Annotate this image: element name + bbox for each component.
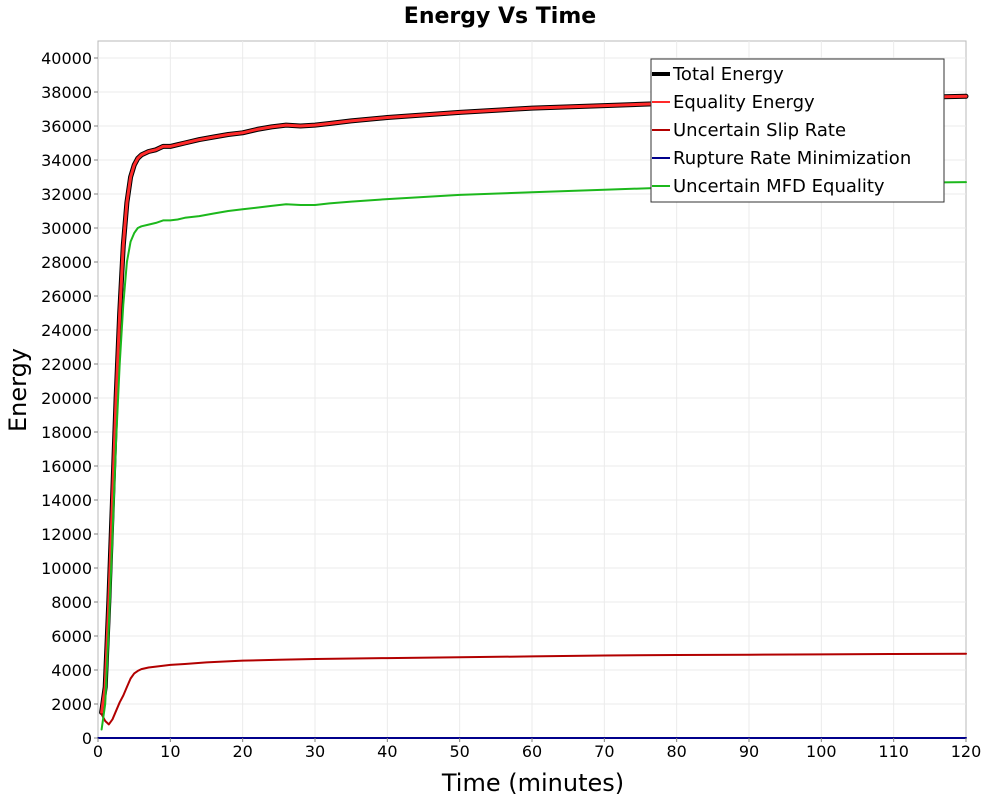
legend-box xyxy=(650,58,945,203)
legend-items: Total Energy Equality Energy Uncertain Sli… xyxy=(652,64,911,197)
legend-label-total-energy: Total Energy xyxy=(672,64,784,85)
legend-label-rupture-rate-minimization: Rupture Rate Minimization xyxy=(673,148,911,169)
y-axis-label: Energy xyxy=(4,348,32,432)
y-tick-label: 30000 xyxy=(41,219,92,238)
y-tick-label: 22000 xyxy=(41,355,92,374)
x-tick-label: 100 xyxy=(806,742,837,761)
x-tick-label: 50 xyxy=(449,742,469,761)
x-tick-label: 10 xyxy=(160,742,180,761)
y-tick-label: 16000 xyxy=(41,457,92,476)
y-tick-label: 10000 xyxy=(41,559,92,578)
y-tick-label: 32000 xyxy=(41,185,92,204)
series-line-uncertain-mfd-equality xyxy=(100,181,967,731)
y-tick-label: 28000 xyxy=(41,253,92,272)
y-tick-label: 38000 xyxy=(41,83,92,102)
series-line-uncertain-slip-rate xyxy=(100,652,967,726)
y-tick-label: 36000 xyxy=(41,117,92,136)
y-tick-label: 18000 xyxy=(41,423,92,442)
series-line-equality-energy xyxy=(100,94,968,714)
y-tick-label: 8000 xyxy=(51,593,92,612)
y-tick-label: 26000 xyxy=(41,287,92,306)
legend-label-equality-energy: Equality Energy xyxy=(673,92,815,113)
y-tick-label: 4000 xyxy=(51,661,92,680)
y-tick-label: 12000 xyxy=(41,525,92,544)
x-tick-label: 90 xyxy=(739,742,759,761)
x-tick-label: 60 xyxy=(522,742,542,761)
x-tick-label: 0 xyxy=(93,742,103,761)
y-tick-label: 40000 xyxy=(41,49,92,68)
y-tick-label: 34000 xyxy=(41,151,92,170)
x-tick-label: 40 xyxy=(377,742,397,761)
axis-ticks: 0 10 20 30 40 50 60 70 80 90 100 110 120 0 2000 4000 600… xyxy=(41,49,981,761)
legend-label-uncertain-slip-rate: Uncertain Slip Rate xyxy=(673,120,846,141)
y-tick-label: 24000 xyxy=(41,321,92,340)
x-tick-label: 110 xyxy=(878,742,909,761)
x-tick-label: 20 xyxy=(232,742,252,761)
x-axis-label: Time (minutes) xyxy=(441,769,624,797)
legend-label-uncertain-mfd-equality: Uncertain MFD Equality xyxy=(673,176,885,197)
y-tick-label: 20000 xyxy=(41,389,92,408)
y-tick-label: 14000 xyxy=(41,491,92,510)
x-tick-label: 120 xyxy=(951,742,982,761)
x-tick-label: 70 xyxy=(594,742,614,761)
x-tick-label: 80 xyxy=(666,742,686,761)
chart-title: Energy Vs Time xyxy=(404,4,596,29)
y-tick-label: 2000 xyxy=(51,695,92,714)
y-tick-label: 6000 xyxy=(51,627,92,646)
x-tick-label: 30 xyxy=(305,742,325,761)
y-tick-label: 0 xyxy=(82,729,92,748)
legend: Total Energy Equality Energy Uncertain Sli… xyxy=(650,58,945,203)
